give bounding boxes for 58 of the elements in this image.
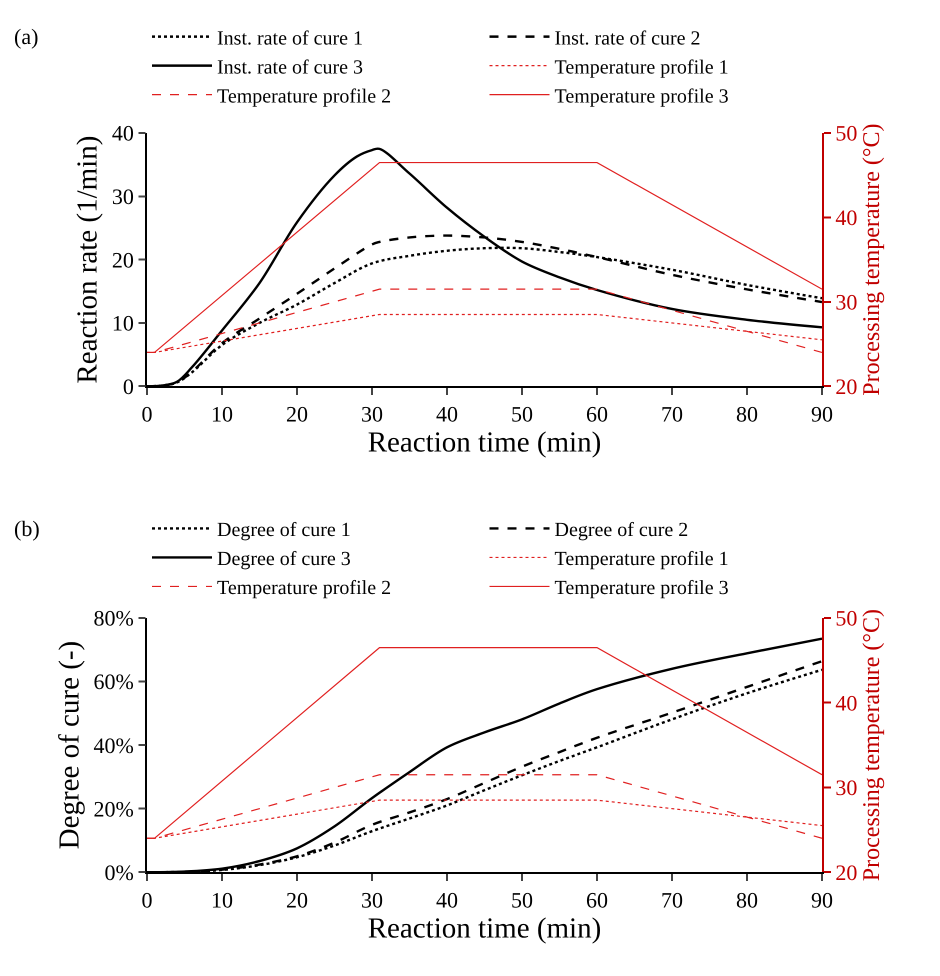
y-tick-label: 80% bbox=[94, 606, 134, 631]
legend-label: Temperature profile 2 bbox=[217, 577, 392, 600]
x-tick-label: 60 bbox=[586, 887, 608, 912]
legend-label: Inst. rate of cure 1 bbox=[217, 27, 364, 50]
x-tick-label: 30 bbox=[361, 887, 383, 912]
x-tick-label: 70 bbox=[661, 887, 683, 912]
x-tick-label: 20 bbox=[286, 887, 308, 912]
x-tick-label: 70 bbox=[661, 401, 683, 426]
legend-label: Temperature profile 1 bbox=[554, 548, 729, 570]
x-axis-title: Reaction time (min) bbox=[368, 912, 602, 944]
y2-tick-label: 20 bbox=[835, 860, 858, 885]
x-tick-label: 90 bbox=[811, 887, 833, 912]
text: (b) bbox=[14, 516, 40, 541]
y2-tick-label: 50 bbox=[835, 120, 858, 146]
y-tick-label: 60% bbox=[94, 669, 134, 694]
y-tick-label: 30 bbox=[112, 184, 134, 210]
x-tick-label: 40 bbox=[436, 887, 458, 912]
y-tick-label: 10 bbox=[112, 310, 134, 336]
y2-axis-title: Processing temperature (°C) bbox=[859, 608, 886, 882]
legend-label: Temperature profile 3 bbox=[554, 85, 729, 108]
legend-label: Temperature profile 1 bbox=[554, 56, 729, 78]
x-tick-label: 10 bbox=[211, 887, 233, 912]
y2-tick-label: 30 bbox=[835, 775, 858, 800]
y2-tick-label: 50 bbox=[835, 606, 858, 631]
y2-tick-label: 40 bbox=[835, 205, 858, 230]
y2-tick-label: 20 bbox=[835, 374, 858, 399]
y-axis-title: Degree of cure (-) bbox=[53, 640, 86, 850]
x-tick-label: 40 bbox=[436, 401, 458, 426]
legend-label: Temperature profile 3 bbox=[554, 577, 729, 600]
y-tick-label: 40% bbox=[94, 732, 134, 758]
text: (a) bbox=[14, 24, 38, 49]
legend-label: Degree of cure 2 bbox=[554, 519, 688, 542]
y-tick-label: 20 bbox=[112, 247, 134, 272]
y-tick-label: 0 bbox=[122, 374, 134, 399]
x-tick-label: 30 bbox=[361, 401, 383, 426]
y2-axis-title: Processing temperature (°C) bbox=[859, 124, 886, 396]
y-tick-label: 20% bbox=[94, 796, 134, 822]
x-tick-label: 0 bbox=[142, 887, 152, 912]
y-tick-label: 0% bbox=[104, 860, 134, 885]
legend-label: Inst. rate of cure 3 bbox=[217, 56, 364, 78]
x-tick-label: 80 bbox=[736, 401, 758, 426]
x-tick-label: 20 bbox=[286, 401, 308, 426]
x-tick-label: 80 bbox=[736, 887, 758, 912]
y2-tick-label: 30 bbox=[835, 290, 858, 315]
legend-label: Degree of cure 1 bbox=[217, 519, 351, 542]
x-tick-label: 50 bbox=[511, 401, 533, 426]
legend-label: Inst. rate of cure 2 bbox=[554, 27, 701, 50]
legend-label: Temperature profile 2 bbox=[217, 85, 392, 108]
x-tick-label: 50 bbox=[511, 887, 533, 912]
x-tick-label: 90 bbox=[811, 401, 833, 426]
x-tick-label: 0 bbox=[142, 401, 152, 426]
legend-label: Degree of cure 3 bbox=[217, 548, 351, 570]
x-axis-title: Reaction time (min) bbox=[368, 426, 602, 458]
y-tick-label: 40 bbox=[112, 120, 134, 146]
x-tick-label: 60 bbox=[586, 401, 608, 426]
y-axis-title: Reaction rate (1/min) bbox=[72, 136, 104, 384]
x-tick-label: 10 bbox=[211, 401, 233, 426]
y2-tick-label: 40 bbox=[835, 690, 858, 716]
